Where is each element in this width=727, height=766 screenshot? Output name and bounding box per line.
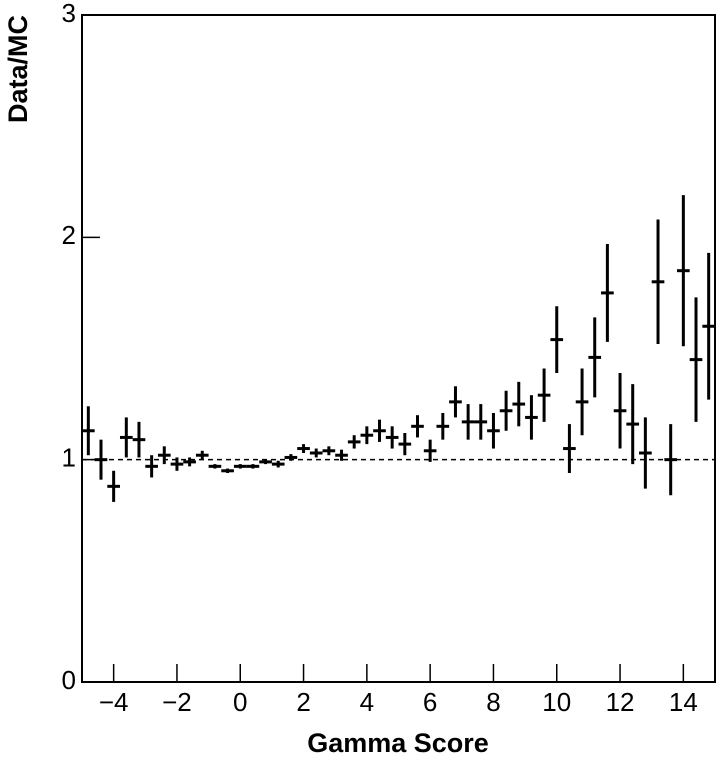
x-tick-label: 10 [542, 687, 571, 717]
x-tick-label: −2 [162, 687, 192, 717]
x-tick-label: 8 [486, 687, 500, 717]
x-tick-label: 12 [606, 687, 635, 717]
x-tick-label: −4 [99, 687, 129, 717]
y-tick-label: 1 [62, 443, 76, 473]
plot-frame [81, 14, 716, 683]
y-tick-label: 2 [62, 220, 76, 250]
x-tick-label: 4 [360, 687, 374, 717]
y-tick-label: 3 [62, 0, 76, 28]
y-tick-label: 0 [62, 665, 76, 695]
x-tick-label: 0 [233, 687, 247, 717]
y-axis-title: Data/MC [3, 15, 33, 123]
x-tick-label: 6 [423, 687, 437, 717]
x-tick-label: 14 [669, 687, 698, 717]
x-tick-label: 2 [296, 687, 310, 717]
x-axis-title: Gamma Score [307, 728, 489, 758]
